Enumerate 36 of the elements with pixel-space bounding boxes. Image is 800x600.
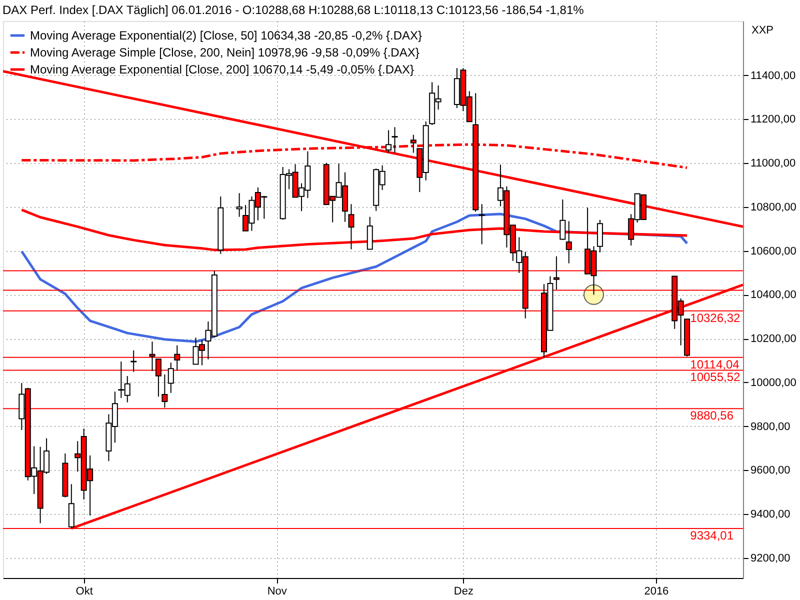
ref-line-label: 9880,56: [690, 408, 734, 423]
candlestick: [386, 130, 392, 154]
legend-label: Moving Average Exponential [Close, 200] 10670,14 -5,49 -0,05% {.DAX}: [30, 62, 414, 76]
legend-label: Moving Average Simple [Close, 200, Nein] 10978,96 -9,58 -0,09% {.DAX}: [30, 46, 420, 60]
ref-line-label: 10055,52: [690, 370, 741, 384]
candlestick: [236, 192, 242, 218]
y-tick-label: 9400,00: [750, 508, 790, 520]
chart-title: DAX Perf. Index [.DAX Täglich] 06.01.2016 - O:10288,68 H:10288,68 L:10118,13 C:10123,56 -186,54 -1,81%: [2, 3, 584, 17]
candlestick: [392, 126, 398, 154]
y-tick-label: 10200,00: [750, 333, 796, 346]
x-tick-label: 2016: [644, 586, 669, 598]
y-tick-label: 10000,00: [750, 376, 796, 389]
y-tick-label: 10600,00: [750, 245, 796, 258]
x-tick-label: Dez: [454, 586, 474, 598]
x-tick-label: Nov: [267, 586, 288, 598]
y-tick-label: 9200,00: [750, 552, 790, 564]
y-tick-label: 11200,00: [750, 114, 796, 126]
x-tick-label: Okt: [76, 586, 93, 598]
candlestick: [596, 219, 603, 253]
candlestick: [130, 350, 137, 372]
candlestick: [478, 204, 485, 245]
y-tick-label: 11400,00: [750, 70, 796, 82]
y-axis-title: XXP: [752, 24, 774, 36]
candlestick: [68, 484, 74, 529]
y-tick-label: 10400,00: [750, 289, 796, 302]
legend-label: Moving Average Exponential(2) [Close, 50] 10634,38 -20,85 -0,2% {.DAX}: [30, 28, 422, 42]
candlestick: [168, 362, 174, 394]
y-tick-label: 10800,00: [750, 201, 796, 214]
y-tick-label: 11000,00: [750, 158, 796, 170]
candlestick: [366, 216, 373, 250]
ref-line-label: 10114,04: [690, 357, 740, 372]
candlestick: [560, 199, 566, 240]
ref-line-label: 9334,01: [690, 528, 734, 542]
y-tick-label: 9600,00: [750, 464, 790, 477]
y-tick-label: 9800,00: [750, 420, 790, 433]
ref-line-label: 10326,32: [690, 310, 741, 325]
